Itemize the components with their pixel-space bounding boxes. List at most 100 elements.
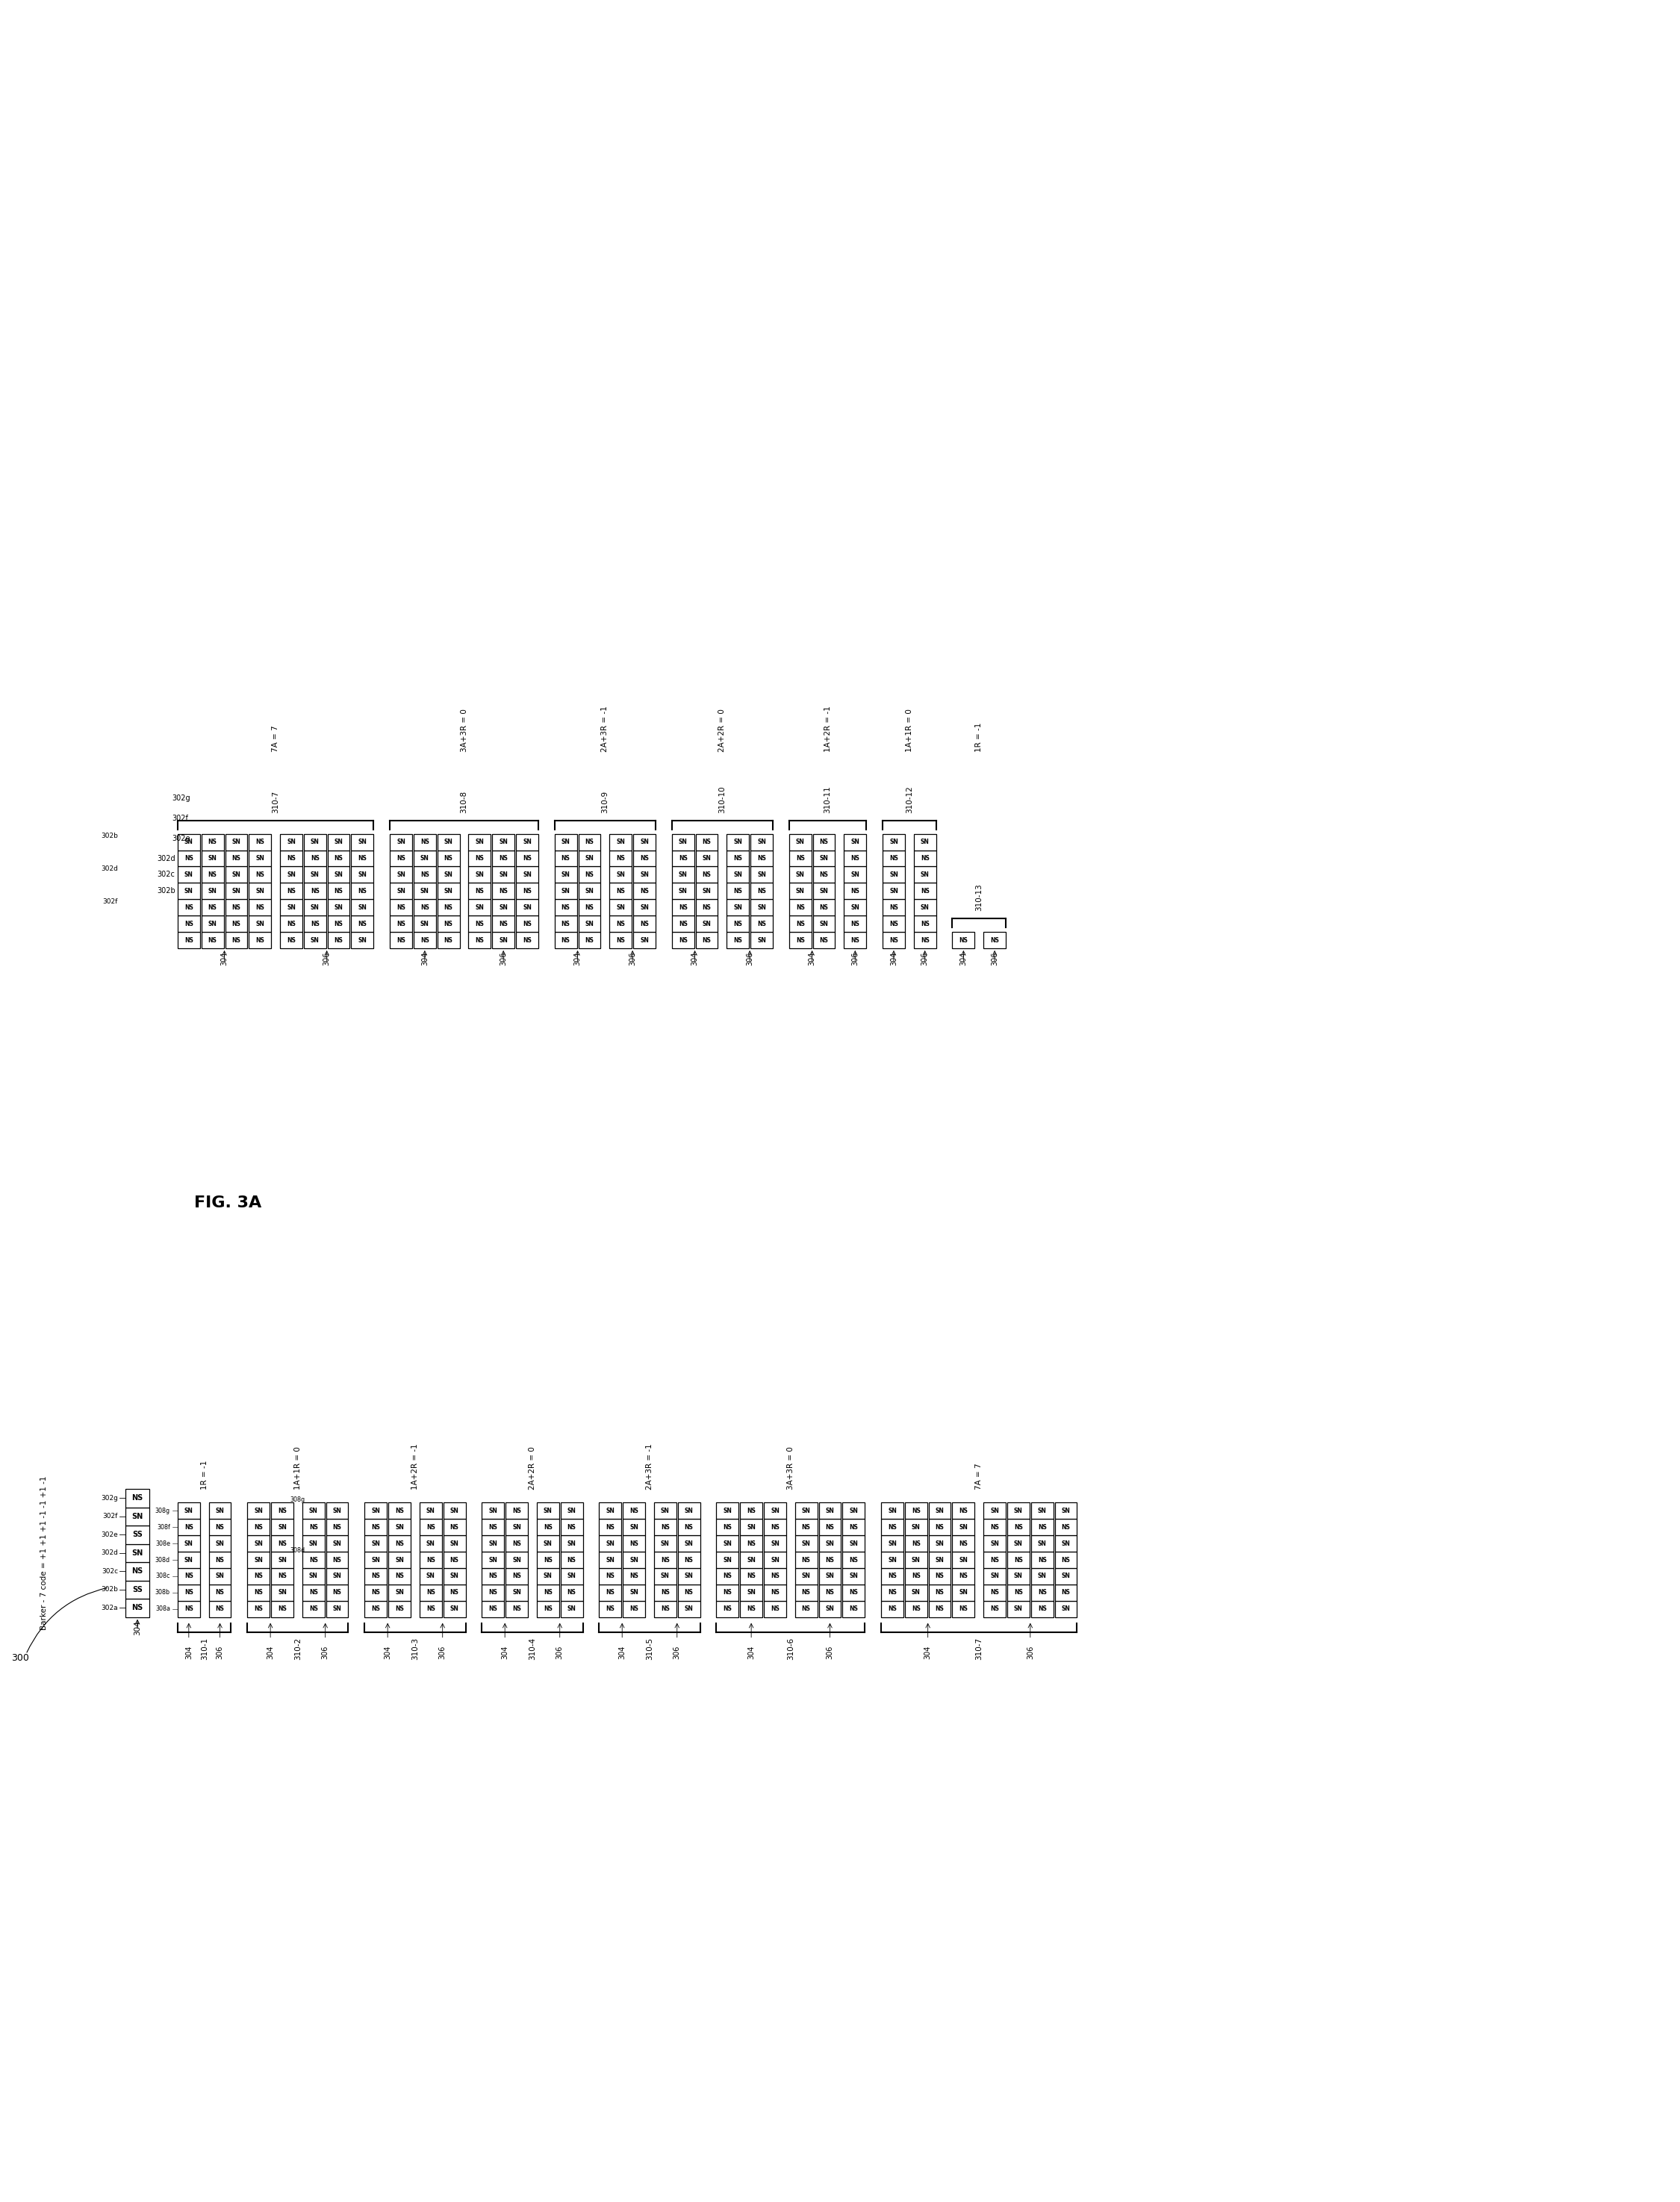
Bar (633, 931, 655, 949)
Text: NS: NS (309, 1605, 318, 1612)
Bar (795, 1601, 816, 1616)
Text: NS: NS (215, 1524, 225, 1530)
Text: NS: NS (758, 854, 766, 861)
Bar (1055, 1502, 1077, 1519)
Bar (795, 1519, 816, 1535)
Bar (328, 898, 349, 916)
Bar (178, 931, 200, 949)
Bar (882, 868, 906, 883)
Text: SN: SN (287, 872, 296, 879)
Text: NS: NS (254, 1605, 264, 1612)
Text: 308g: 308g (291, 1497, 306, 1504)
Bar (554, 916, 576, 931)
Text: 302f: 302f (171, 815, 188, 821)
Bar (795, 1585, 816, 1601)
Text: SN: SN (427, 1572, 435, 1579)
Text: SN: SN (921, 872, 929, 879)
Text: SN: SN (848, 1539, 858, 1548)
Bar (420, 1552, 442, 1568)
Text: 304: 304 (575, 951, 581, 967)
Text: NS: NS (921, 920, 929, 927)
Bar (302, 1568, 324, 1585)
Bar (420, 1601, 442, 1616)
Bar (600, 1601, 622, 1616)
Text: NS: NS (185, 1524, 193, 1530)
Bar (326, 1585, 348, 1601)
Text: NS: NS (254, 1524, 264, 1530)
Bar (178, 1535, 200, 1552)
Text: 3A+3R = 0: 3A+3R = 0 (460, 709, 467, 753)
Text: SN: SN (568, 1572, 576, 1579)
Text: SN: SN (889, 872, 899, 879)
Text: SN: SN (606, 1508, 615, 1515)
Bar (633, 868, 655, 883)
Bar (437, 868, 460, 883)
Text: SN: SN (277, 1524, 287, 1530)
Text: SN: SN (887, 1557, 897, 1563)
Bar (420, 1519, 442, 1535)
Bar (610, 835, 632, 850)
Bar (677, 1535, 701, 1552)
Bar (538, 1502, 559, 1519)
Bar (365, 1519, 386, 1535)
Bar (983, 1519, 1006, 1535)
Bar (126, 1506, 150, 1526)
Text: NS: NS (215, 1557, 225, 1563)
Text: SN: SN (796, 872, 805, 879)
Text: SN: SN (254, 1508, 264, 1515)
Bar (764, 1568, 786, 1585)
Text: NS: NS (444, 854, 454, 861)
Text: NS: NS (499, 920, 507, 927)
Text: NS: NS (1015, 1590, 1023, 1596)
Text: SN: SN (1062, 1605, 1070, 1612)
Bar (610, 898, 632, 916)
Text: 304: 304 (501, 1645, 509, 1658)
Text: SN: SN (444, 887, 454, 894)
Text: 302f: 302f (102, 1513, 118, 1519)
Text: NS: NS (450, 1557, 459, 1563)
Text: NS: NS (185, 854, 193, 861)
Text: 308c: 308c (156, 1572, 170, 1579)
Text: SN: SN (185, 1557, 193, 1563)
Bar (790, 850, 811, 868)
Bar (469, 850, 491, 868)
Text: NS: NS (796, 905, 805, 912)
Bar (482, 1502, 504, 1519)
Bar (623, 1535, 645, 1552)
Bar (202, 835, 223, 850)
Bar (437, 883, 460, 898)
Text: NS: NS (311, 887, 319, 894)
Text: 7A = 7: 7A = 7 (272, 724, 279, 753)
Text: SN: SN (333, 1508, 341, 1515)
Bar (610, 916, 632, 931)
Text: SN: SN (522, 872, 531, 879)
Bar (247, 1552, 270, 1568)
Bar (623, 1519, 645, 1535)
Bar (654, 1568, 677, 1585)
Text: 310-6: 310-6 (786, 1638, 795, 1660)
Text: SN: SN (912, 1557, 921, 1563)
Bar (716, 1535, 739, 1552)
Text: SN: SN (959, 1524, 968, 1530)
Bar (880, 1519, 904, 1535)
Bar (388, 1601, 410, 1616)
Text: SN: SN (522, 839, 531, 846)
Bar (672, 868, 694, 883)
Bar (654, 1519, 677, 1535)
Text: NS: NS (660, 1524, 670, 1530)
Text: SN: SN (722, 1539, 732, 1548)
Text: 306: 306 (321, 1645, 329, 1658)
Bar (492, 835, 514, 850)
Text: NS: NS (427, 1524, 435, 1530)
Bar (843, 1502, 865, 1519)
Text: SN: SN (585, 854, 595, 861)
Text: NS: NS (277, 1539, 287, 1548)
Text: 304: 304 (618, 1645, 627, 1658)
Text: NS: NS (309, 1524, 318, 1530)
Text: SN: SN (208, 854, 217, 861)
Text: SN: SN (679, 839, 687, 846)
Text: NS: NS (825, 1524, 835, 1530)
Text: 310-5: 310-5 (645, 1638, 654, 1660)
Text: NS: NS (254, 1590, 264, 1596)
Bar (561, 1568, 583, 1585)
